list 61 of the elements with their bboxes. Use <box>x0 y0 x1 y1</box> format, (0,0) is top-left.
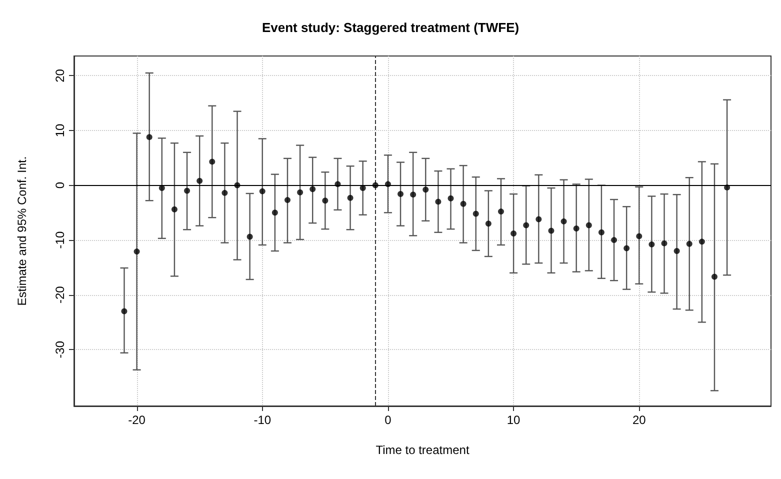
point <box>272 210 278 216</box>
point <box>686 240 692 247</box>
point <box>598 229 604 236</box>
point <box>485 220 492 227</box>
point <box>347 194 354 201</box>
point <box>523 222 530 228</box>
point <box>510 230 517 236</box>
y-tick-label: 0 <box>53 182 67 189</box>
point <box>398 191 404 198</box>
point <box>698 238 705 245</box>
point <box>121 308 128 314</box>
point <box>636 233 642 240</box>
x-axis-title: Time to treatment <box>376 443 470 457</box>
point <box>209 158 216 165</box>
point <box>310 186 316 192</box>
point <box>560 218 567 224</box>
x-tick-label: 10 <box>506 413 521 427</box>
point <box>410 192 416 198</box>
y-tick-label: 20 <box>53 68 67 82</box>
point <box>171 206 178 212</box>
y-tick-label: -10 <box>53 231 67 249</box>
point <box>284 197 290 204</box>
point <box>222 190 228 196</box>
point <box>448 195 454 202</box>
point <box>711 274 718 280</box>
y-tick-label: 10 <box>53 123 67 138</box>
chart-title: Event study: Staggered treatment (TWFE) <box>262 20 520 35</box>
point <box>384 181 391 188</box>
point <box>624 245 630 252</box>
point <box>146 134 152 140</box>
x-tick-label: -20 <box>128 413 146 427</box>
point <box>435 198 442 205</box>
point <box>661 240 668 246</box>
point <box>322 198 328 204</box>
y-tick-label: -30 <box>53 340 67 358</box>
y-tick-label: -20 <box>53 286 67 304</box>
point <box>297 189 304 196</box>
y-axis-title: Estimate and 95% Conf. Int. <box>15 156 29 306</box>
point <box>611 237 618 244</box>
point <box>498 208 504 215</box>
point <box>246 234 253 240</box>
point <box>196 178 203 184</box>
point <box>184 188 190 194</box>
point <box>234 182 240 188</box>
point <box>259 188 266 194</box>
point <box>422 186 429 193</box>
point <box>134 248 140 255</box>
point <box>548 228 554 234</box>
point <box>573 226 580 232</box>
point <box>724 184 730 190</box>
x-tick-label: 0 <box>384 413 392 427</box>
point <box>472 210 479 217</box>
point <box>536 216 542 222</box>
point <box>586 222 592 228</box>
point <box>460 200 466 207</box>
point <box>674 248 680 254</box>
x-tick-label: 20 <box>632 413 646 427</box>
x-tick-label: -10 <box>254 413 272 427</box>
point <box>334 181 341 188</box>
point <box>648 241 655 248</box>
point <box>372 182 378 188</box>
